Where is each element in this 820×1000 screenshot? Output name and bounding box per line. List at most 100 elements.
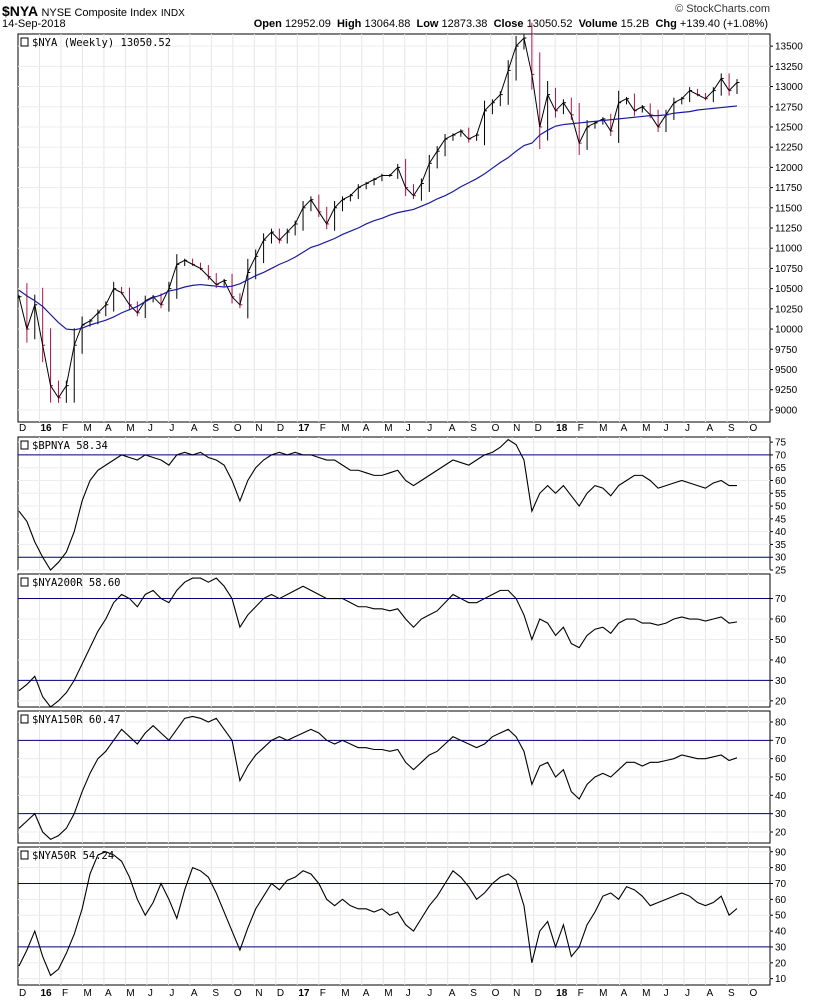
change-value: +139.40 (+1.08%) <box>679 18 768 30</box>
y-tick-label-1-2: 35 <box>775 540 787 551</box>
x-axis-label-bottom-20: A <box>449 988 456 999</box>
x-axis-label-top-30: J <box>664 423 669 434</box>
y-tick-label-1-7: 60 <box>775 476 787 487</box>
x-axis-label-top-2: F <box>62 423 68 434</box>
x-axis-label-bottom-0: D <box>19 988 26 999</box>
y-tick-label-0-6: 10500 <box>775 284 803 295</box>
x-axis-label-bottom-19: J <box>427 988 432 999</box>
high-label: High <box>336 18 362 30</box>
panel-icon-1 <box>20 440 29 450</box>
x-axis-label-bottom-27: M <box>599 988 607 999</box>
x-axis-label-top-10: O <box>234 423 242 434</box>
y-tick-label-3-2: 40 <box>775 791 787 802</box>
y-tick-label-3-5: 70 <box>775 736 787 747</box>
x-axis-label-bottom-12: D <box>277 988 284 999</box>
x-axis-label-top-32: A <box>707 423 714 434</box>
x-axis-label-top-4: A <box>105 423 112 434</box>
x-axis-label-top-8: A <box>191 423 198 434</box>
y-tick-label-4-5: 60 <box>775 895 787 906</box>
y-tick-label-1-0: 25 <box>775 566 787 577</box>
panel-icon-3 <box>20 714 29 724</box>
indicator-line-1 <box>18 438 737 571</box>
high-value: 13064.88 <box>364 18 411 30</box>
y-tick-label-0-9: 11250 <box>775 224 803 235</box>
y-tick-label-3-4: 60 <box>775 754 787 765</box>
symbol-name: NYSE Composite Index <box>41 7 157 19</box>
symbol-title: $NYA NYSE Composite Index INDX <box>2 3 185 19</box>
x-axis-label-top-15: M <box>341 423 349 434</box>
y-tick-label-1-10: 75 <box>775 438 787 449</box>
x-axis-label-top-1: 16 <box>40 423 52 434</box>
volume-label: Volume <box>578 18 618 30</box>
y-tick-label-0-4: 10000 <box>775 325 803 336</box>
x-axis-label-top-24: D <box>535 423 542 434</box>
y-tick-label-1-3: 40 <box>775 527 787 538</box>
x-axis-label-bottom-15: M <box>341 988 349 999</box>
y-tick-label-0-8: 11000 <box>775 244 803 255</box>
x-axis-label-bottom-2: F <box>62 988 68 999</box>
y-tick-label-1-4: 45 <box>775 514 787 525</box>
x-axis-label-bottom-7: J <box>169 988 174 999</box>
x-axis-label-top-27: M <box>599 423 607 434</box>
y-tick-label-1-8: 65 <box>775 463 787 474</box>
y-tick-label-4-6: 70 <box>775 879 787 890</box>
x-axis-label-bottom-28: A <box>621 988 628 999</box>
y-tick-label-1-6: 55 <box>775 489 787 500</box>
x-axis-label-bottom-33: S <box>728 988 735 999</box>
x-axis-label-top-29: M <box>642 423 650 434</box>
y-tick-label-0-3: 9750 <box>775 345 798 356</box>
x-axis-label-top-6: J <box>148 423 153 434</box>
panel-icon-2 <box>20 577 29 587</box>
x-axis-label-bottom-8: A <box>191 988 198 999</box>
y-tick-label-2-3: 50 <box>775 635 787 646</box>
y-tick-label-2-4: 60 <box>775 615 787 626</box>
price-close-line <box>18 37 738 399</box>
close-value: 13050.52 <box>526 18 573 30</box>
y-tick-label-0-17: 13250 <box>775 62 803 73</box>
y-tick-label-0-5: 10250 <box>775 304 803 315</box>
x-axis-label-bottom-23: N <box>513 988 520 999</box>
panel-frame-1 <box>17 436 771 571</box>
x-axis-label-top-20: A <box>449 423 456 434</box>
x-axis-label-bottom-26: F <box>578 988 584 999</box>
y-tick-label-0-11: 11750 <box>775 183 803 194</box>
panel-icon-0 <box>20 37 29 47</box>
x-axis-label-bottom-3: M <box>83 988 91 999</box>
y-tick-label-0-1: 9250 <box>775 385 798 396</box>
x-axis-label-top-9: S <box>212 423 219 434</box>
x-axis-label-bottom-29: M <box>642 988 650 999</box>
x-axis-label-top-34: O <box>750 423 758 434</box>
volume-value: 15.2B <box>620 18 650 30</box>
x-axis-label-bottom-1: 16 <box>40 988 52 999</box>
x-axis-label-top-21: S <box>470 423 477 434</box>
x-axis-label-top-16: A <box>363 423 370 434</box>
y-tick-label-2-1: 30 <box>775 676 787 687</box>
x-axis-label-bottom-32: A <box>707 988 714 999</box>
change-label: Chg <box>655 18 677 30</box>
y-tick-label-4-0: 10 <box>775 974 787 985</box>
open-label: Open <box>253 18 282 30</box>
y-tick-label-2-0: 20 <box>775 696 787 707</box>
y-tick-label-2-5: 70 <box>775 594 787 605</box>
x-axis-label-top-13: 17 <box>298 423 310 434</box>
panel-label-1: $BPNYA 58.34 <box>32 440 108 452</box>
y-tick-label-0-10: 11500 <box>775 203 803 214</box>
x-axis-label-top-19: J <box>427 423 432 434</box>
y-tick-label-4-3: 40 <box>775 927 787 938</box>
x-axis-label-top-5: M <box>126 423 134 434</box>
x-axis-label-bottom-10: O <box>234 988 242 999</box>
exchange: INDX <box>160 8 185 19</box>
x-axis-label-top-3: M <box>83 423 91 434</box>
y-tick-label-0-0: 9000 <box>775 405 798 416</box>
x-axis-label-top-33: S <box>728 423 735 434</box>
y-tick-label-3-0: 20 <box>775 828 787 839</box>
ohlc-readout: Open 12952.09 High 13064.88 Low 12873.38… <box>254 18 768 30</box>
y-tick-label-0-7: 10750 <box>775 264 803 275</box>
y-tick-label-2-2: 40 <box>775 655 787 666</box>
panel-label-2: $NYA200R 58.60 <box>32 577 121 589</box>
x-axis-label-top-11: N <box>255 423 262 434</box>
panel-label-0: $NYA (Weekly) 13050.52 <box>32 37 171 49</box>
y-tick-label-4-1: 20 <box>775 958 787 969</box>
y-tick-label-4-4: 50 <box>775 911 787 922</box>
